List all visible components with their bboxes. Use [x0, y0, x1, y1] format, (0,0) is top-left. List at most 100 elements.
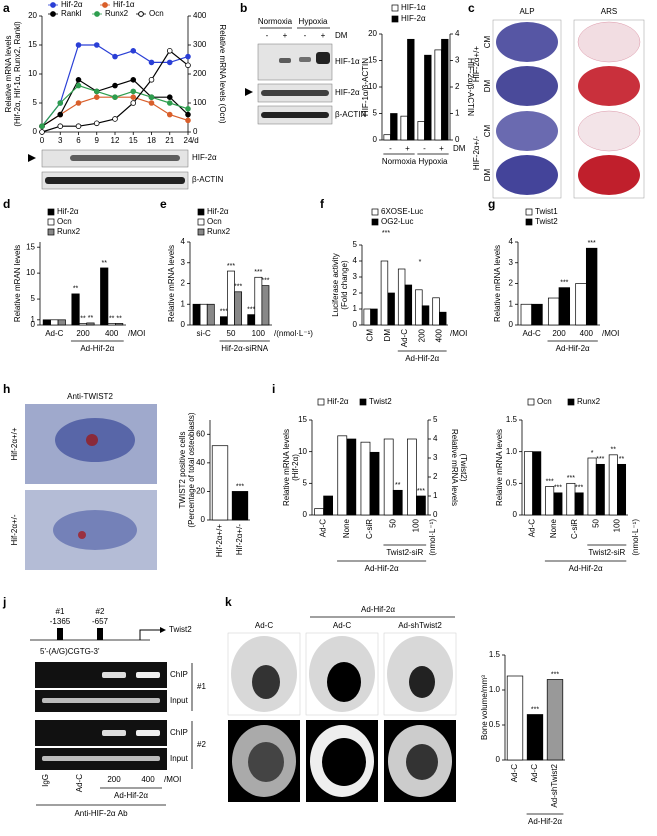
x-tick-label: + — [405, 144, 410, 153]
column-label: Ad-C — [333, 621, 351, 630]
legend-swatch — [197, 218, 205, 226]
legend-marker — [50, 11, 56, 17]
bar — [587, 457, 597, 516]
marker — [166, 47, 173, 54]
stain-wells — [492, 19, 645, 199]
legend-marker — [138, 11, 144, 17]
bar — [363, 308, 371, 326]
bar — [553, 492, 563, 516]
y-tick-label: 1.0 — [489, 685, 501, 694]
bar — [231, 491, 249, 521]
marker — [185, 53, 191, 60]
marker — [148, 59, 155, 66]
panel-letter: e — [160, 197, 167, 211]
legend-label: Hif-2α — [327, 397, 349, 406]
y-tick-label: 2 — [353, 288, 358, 297]
y-tick-label: 10 — [26, 268, 35, 277]
legend-label: Ocn — [537, 397, 552, 406]
bar — [595, 463, 605, 516]
bar — [532, 451, 542, 516]
significance: ** — [619, 456, 625, 463]
bar — [100, 267, 109, 326]
genotype-label: HIF-2α+/- — [472, 136, 481, 171]
group-label: Ad-Hif-2α — [361, 605, 395, 614]
bar — [219, 316, 228, 326]
bar — [397, 268, 406, 326]
x-tick-label: 18 — [147, 136, 156, 145]
y-tick-label: 0.5 — [489, 720, 501, 729]
legend-label: Runx2 — [207, 227, 231, 236]
bar — [211, 445, 229, 521]
y-axis-label: (Fold change) — [340, 260, 349, 310]
x-tick-label: 3 — [58, 136, 63, 145]
panel-letter: h — [3, 382, 10, 396]
y-tick-label: 20 — [368, 29, 377, 38]
marker — [148, 94, 155, 100]
legend-label: Rankl — [61, 9, 82, 18]
gel — [35, 662, 167, 770]
significance: *** — [254, 269, 262, 276]
row-label: ChIP — [170, 728, 188, 737]
lane-unit: /MOI — [164, 775, 181, 784]
legend-swatch — [391, 4, 399, 12]
x-tick-label: 400 — [580, 329, 594, 338]
significance: ** — [80, 315, 86, 322]
y-axis-label: Relative mRAN levels — [13, 245, 22, 322]
panel-letter: i — [272, 382, 275, 396]
panel-letter: c — [468, 1, 475, 15]
bar — [206, 303, 215, 326]
medium-label: DM — [483, 168, 492, 181]
bar — [346, 438, 357, 516]
legend-label: Hif-2α — [57, 207, 79, 216]
x-tick-label: Ad-C — [510, 764, 519, 782]
marker — [75, 82, 82, 89]
panel-letter: k — [225, 595, 232, 609]
sign: + — [283, 31, 288, 40]
x-tick-label: Ad-C — [319, 519, 328, 537]
significance: *** — [551, 671, 559, 678]
bar — [575, 283, 587, 326]
significance: *** — [560, 279, 568, 286]
x-unit: /d — [192, 136, 199, 145]
y2-tick-label: 300 — [193, 40, 207, 49]
x-tick-label: 50 — [388, 518, 397, 527]
x-tick-label: 200 — [76, 329, 90, 338]
y-tick-label: 3 — [181, 258, 186, 267]
x-tick-label: CM — [366, 329, 375, 342]
bar — [574, 492, 584, 516]
medium-label: CM — [483, 35, 492, 48]
x-tick-label: + — [439, 144, 444, 153]
treatment-label: DM — [335, 31, 348, 40]
significance: *** — [596, 456, 604, 463]
significance: ** — [109, 315, 115, 322]
legend-label: Twist2 — [535, 217, 558, 226]
legend-label: OG2-Luc — [381, 217, 413, 226]
marker — [148, 100, 155, 106]
bar — [323, 495, 333, 516]
x-tick-label: None — [549, 518, 558, 538]
bar — [383, 438, 394, 516]
y2-tick-label: 3 — [433, 453, 438, 462]
x-tick-label: - — [423, 144, 426, 153]
significance: *** — [247, 306, 255, 313]
bar — [421, 305, 430, 326]
x-tick-label: C-siR — [570, 519, 579, 539]
blot-label: β-ACTIN — [192, 175, 223, 184]
legend-swatch — [525, 218, 533, 226]
bar — [370, 308, 378, 326]
y2-tick-label: 3 — [455, 56, 460, 65]
row-group-label: #1 — [197, 682, 206, 691]
y-axis-label: Bone volume/mm³ — [480, 675, 489, 740]
medium-label: DM — [483, 79, 492, 92]
y-tick-label: 10 — [298, 447, 307, 456]
x-tick-label: - — [389, 144, 392, 153]
y-tick-label: 2 — [509, 279, 514, 288]
micro-ct-images — [227, 632, 457, 802]
y-tick-label: 0 — [33, 127, 38, 136]
marker — [75, 42, 82, 48]
blot-label: HIF-2α — [192, 153, 217, 162]
site-label: #1 — [56, 607, 65, 616]
marker — [93, 42, 100, 48]
column-label: Ad-shTwist2 — [398, 621, 442, 630]
